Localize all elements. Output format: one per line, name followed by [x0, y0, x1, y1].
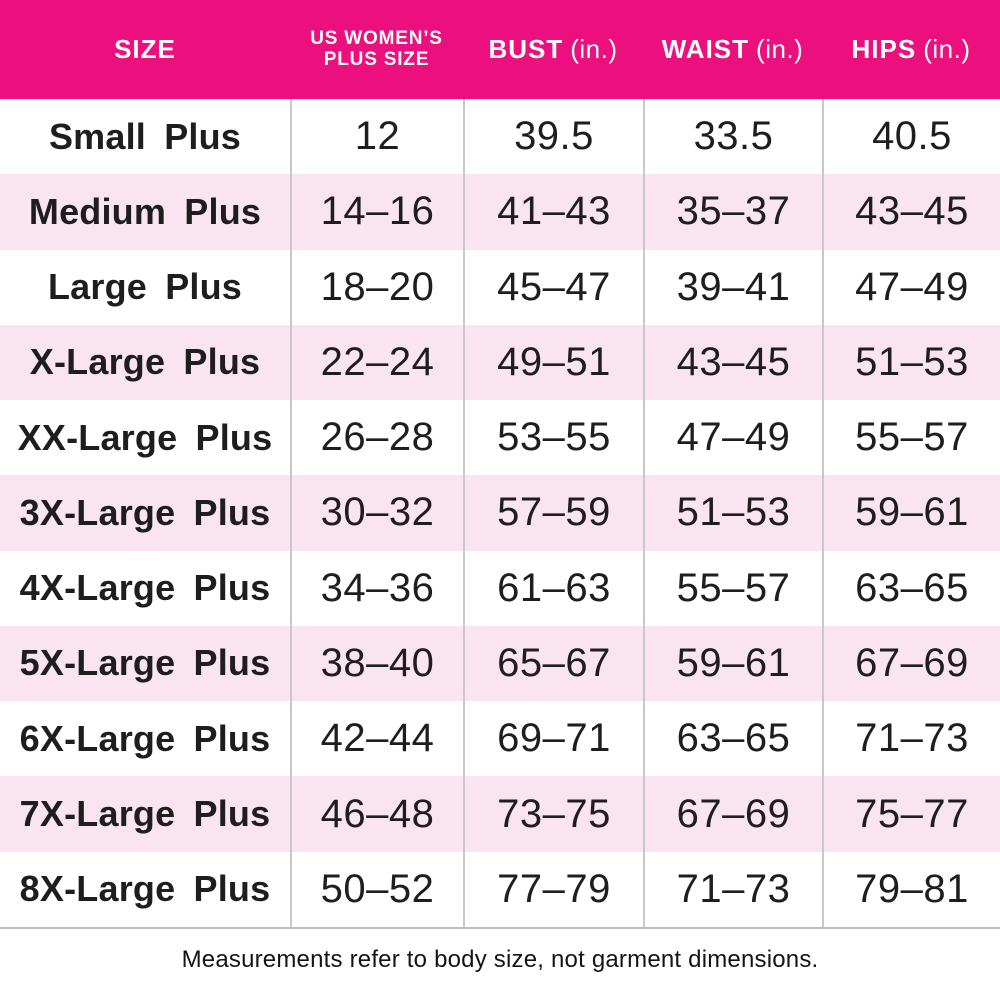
table-header-row: SIZE US WOMEN’S PLUS SIZE BUST (in.) WAIS… [0, 0, 1000, 99]
cell-waist: 47–49 [643, 400, 822, 476]
cell-waist: 71–73 [643, 851, 822, 927]
cell-us-plus-size: 14–16 [290, 174, 463, 250]
cell-hips: 75–77 [822, 776, 1000, 852]
cell-size: XX-Large Plus [17, 416, 273, 458]
cell-bust: 73–75 [463, 776, 643, 852]
header-label-line2: PLUS SIZE [323, 48, 430, 70]
cell-bust: 41–43 [463, 174, 643, 250]
cell-hips: 63–65 [822, 550, 1000, 626]
cell-us-plus-size: 38–40 [290, 625, 463, 702]
cell-bust: 69–71 [463, 701, 643, 777]
footnote: Measurements refer to body size, not gar… [181, 945, 819, 973]
cell-size: 3X-Large Plus [19, 491, 271, 533]
cell-size: Large Plus [47, 266, 243, 308]
cell-size: 6X-Large Plus [19, 717, 271, 759]
size-chart: SIZE US WOMEN’S PLUS SIZE BUST (in.) WAIS… [0, 0, 1000, 973]
cell-waist: 59–61 [643, 625, 822, 702]
cell-size: Small Plus [48, 115, 242, 157]
column-header-hips: HIPS (in.) [822, 35, 1000, 64]
cell-bust: 57–59 [463, 475, 643, 551]
cell-waist: 39–41 [643, 249, 822, 325]
cell-hips: 51–53 [822, 324, 1000, 401]
cell-hips: 43–45 [822, 174, 1000, 250]
table-row: 8X-Large Plus 50–52 77–79 71–73 79–81 [0, 851, 1000, 927]
cell-waist: 51–53 [643, 475, 822, 551]
cell-waist: 63–65 [643, 701, 822, 777]
table-row: XX-Large Plus 26–28 53–55 47–49 55–57 [0, 400, 1000, 476]
cell-bust: 45–47 [463, 249, 643, 325]
cell-size: X-Large Plus [29, 341, 261, 383]
table-row: Small Plus 12 39.5 33.5 40.5 [0, 99, 1000, 175]
cell-hips: 67–69 [822, 625, 1000, 702]
cell-bust: 65–67 [463, 625, 643, 702]
cell-us-plus-size: 22–24 [290, 324, 463, 401]
table-row: 6X-Large Plus 42–44 69–71 63–65 71–73 [0, 701, 1000, 777]
header-unit-hips: (in.) [923, 34, 971, 65]
cell-waist: 55–57 [643, 550, 822, 626]
table-row: Medium Plus 14–16 41–43 35–37 43–45 [0, 174, 1000, 250]
table-body: Small Plus 12 39.5 33.5 40.5 Medium Plus… [0, 99, 1000, 929]
cell-waist: 43–45 [643, 324, 822, 401]
cell-hips: 55–57 [822, 400, 1000, 476]
cell-waist: 33.5 [643, 99, 822, 175]
cell-bust: 49–51 [463, 324, 643, 401]
cell-us-plus-size: 34–36 [290, 550, 463, 626]
table-row: 3X-Large Plus 30–32 57–59 51–53 59–61 [0, 475, 1000, 551]
column-header-bust: BUST (in.) [463, 35, 643, 64]
cell-us-plus-size: 46–48 [290, 776, 463, 852]
header-label-hips: HIPS [851, 34, 917, 65]
cell-size: 7X-Large Plus [19, 793, 271, 835]
header-unit-bust: (in.) [570, 34, 618, 65]
column-header-us-womens-plus-size: US WOMEN’S PLUS SIZE [290, 27, 463, 71]
cell-us-plus-size: 42–44 [290, 701, 463, 777]
cell-size: 8X-Large Plus [19, 868, 271, 910]
cell-us-plus-size: 30–32 [290, 475, 463, 551]
table-row: Large Plus 18–20 45–47 39–41 47–49 [0, 249, 1000, 325]
cell-hips: 47–49 [822, 249, 1000, 325]
header-unit-waist: (in.) [756, 34, 804, 65]
cell-hips: 40.5 [822, 99, 1000, 175]
cell-bust: 77–79 [463, 851, 643, 927]
cell-waist: 67–69 [643, 776, 822, 852]
header-label-waist: WAIST [661, 34, 750, 65]
header-label-bust: BUST [488, 34, 564, 65]
cell-size: 4X-Large Plus [19, 567, 271, 609]
cell-us-plus-size: 18–20 [290, 249, 463, 325]
cell-bust: 53–55 [463, 400, 643, 476]
cell-hips: 59–61 [822, 475, 1000, 551]
column-header-size: SIZE [0, 35, 290, 64]
column-header-waist: WAIST (in.) [643, 35, 822, 64]
table-row: 7X-Large Plus 46–48 73–75 67–69 75–77 [0, 776, 1000, 852]
table-row: 4X-Large Plus 34–36 61–63 55–57 63–65 [0, 550, 1000, 626]
cell-us-plus-size: 12 [290, 99, 463, 175]
header-label-size: SIZE [114, 34, 176, 65]
cell-us-plus-size: 26–28 [290, 400, 463, 476]
cell-bust: 61–63 [463, 550, 643, 626]
header-label-line1: US WOMEN’S [310, 27, 443, 49]
table-row: 5X-Large Plus 38–40 65–67 59–61 67–69 [0, 625, 1000, 702]
cell-waist: 35–37 [643, 174, 822, 250]
cell-us-plus-size: 50–52 [290, 851, 463, 927]
cell-hips: 79–81 [822, 851, 1000, 927]
cell-size: 5X-Large Plus [19, 642, 271, 684]
table-row: X-Large Plus 22–24 49–51 43–45 51–53 [0, 324, 1000, 401]
cell-bust: 39.5 [463, 99, 643, 175]
cell-size: Medium Plus [28, 190, 262, 232]
cell-hips: 71–73 [822, 701, 1000, 777]
